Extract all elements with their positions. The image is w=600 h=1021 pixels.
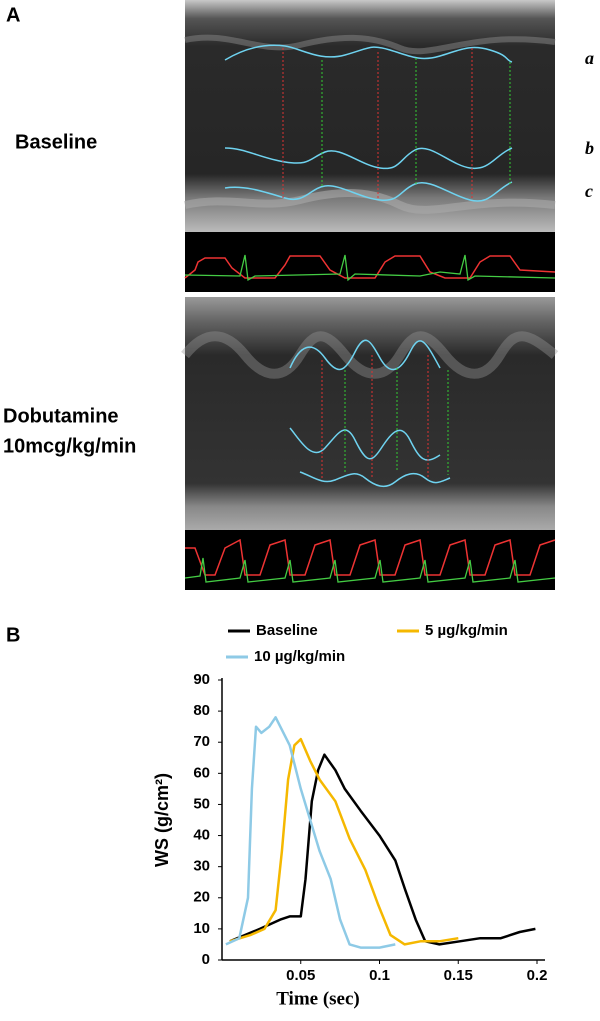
legend-label: 10 µg/kg/min bbox=[254, 648, 345, 665]
x-tick-label: 0.2 bbox=[527, 967, 548, 984]
y-tick-label: 70 bbox=[193, 733, 210, 750]
baseline-label: Baseline bbox=[15, 131, 97, 153]
trace-label: c bbox=[585, 181, 593, 201]
echo-image bbox=[181, 0, 559, 590]
y-tick-label: 80 bbox=[193, 702, 210, 719]
series-line bbox=[225, 716, 396, 949]
y-tick-label: 30 bbox=[193, 858, 210, 875]
panel-letter: B bbox=[6, 624, 20, 646]
series-line bbox=[229, 753, 536, 946]
legend-label: 5 µg/kg/min bbox=[425, 622, 508, 639]
series-line bbox=[229, 737, 459, 946]
legend-label: Baseline bbox=[256, 622, 318, 639]
x-tick-label: 0.05 bbox=[286, 967, 315, 984]
y-tick-label: 0 bbox=[202, 951, 210, 968]
y-axis-label: WS (g/cm²) bbox=[152, 773, 172, 867]
y-tick-label: 40 bbox=[193, 827, 210, 844]
y-tick-label: 10 bbox=[193, 920, 210, 937]
y-tick-label: 50 bbox=[193, 795, 210, 812]
y-tick-label: 90 bbox=[193, 671, 210, 688]
dobutamine-label: Dobutamine bbox=[3, 405, 119, 427]
y-tick-label: 60 bbox=[193, 764, 210, 781]
x-tick-label: 0.15 bbox=[444, 967, 473, 984]
dobutamine-label: 10mcg/kg/min bbox=[3, 435, 136, 457]
x-axis-label: Time (sec) bbox=[276, 988, 360, 1009]
trace-label: a bbox=[585, 48, 594, 68]
trace-label: b bbox=[585, 138, 594, 158]
x-tick-label: 0.1 bbox=[369, 967, 390, 984]
y-tick-label: 20 bbox=[193, 889, 210, 906]
panel-letter: A bbox=[6, 4, 20, 26]
